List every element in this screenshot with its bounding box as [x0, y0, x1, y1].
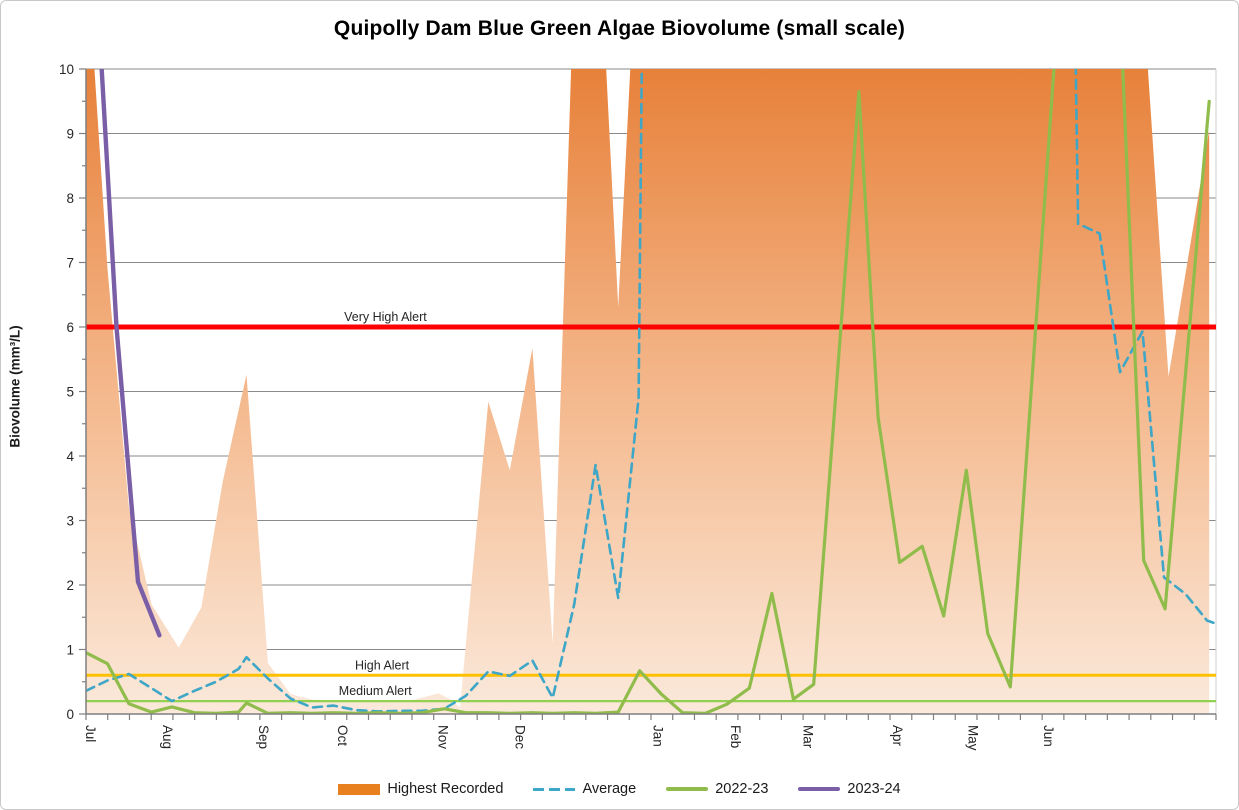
y-tick-label: 5 — [66, 385, 74, 400]
average-swatch-icon — [533, 787, 576, 791]
chart-title: Quipolly Dam Blue Green Algae Biovolume … — [333, 17, 906, 40]
alert-lines: Very High Alert High Alert Medium Alert — [86, 310, 1216, 703]
x-month-label: Feb — [728, 725, 743, 748]
legend-label: Highest Recorded — [387, 781, 504, 797]
y-tick-label: 2 — [66, 578, 74, 593]
highest-recorded-swatch-icon — [338, 783, 381, 795]
y-axis-ticks: 0 1 2 3 4 5 6 7 8 9 10 — [59, 62, 86, 722]
series-2022-23-swatch-icon — [666, 787, 709, 791]
x-month-label: Aug — [160, 725, 175, 749]
x-month-label: Mar — [801, 725, 816, 749]
alert-line-label: High Alert — [355, 658, 410, 672]
y-tick-label: 3 — [66, 514, 74, 529]
x-month-label: Apr — [890, 725, 905, 747]
alert-line-label: Very High Alert — [344, 310, 427, 324]
legend-label: 2023-24 — [847, 781, 901, 797]
x-month-label: Jan — [650, 725, 665, 747]
y-tick-label: 0 — [66, 707, 74, 722]
y-tick-label: 6 — [66, 320, 74, 335]
series-average-line — [86, 69, 1216, 713]
y-axis-title: Biovolume (mm³/L) — [7, 325, 23, 448]
y-tick-label: 1 — [66, 643, 74, 658]
y-tick-label: 10 — [59, 62, 74, 77]
x-month-label: Dec — [512, 725, 527, 749]
y-tick-label: 8 — [66, 191, 74, 206]
x-month-label: Nov — [436, 725, 451, 749]
alert-line-label: Medium Alert — [339, 684, 412, 698]
series-2022-23-line — [86, 69, 1211, 714]
x-month-label: May — [966, 725, 981, 751]
legend-label: 2022-23 — [715, 781, 769, 797]
x-month-label: Sep — [256, 725, 271, 749]
y-tick-label: 4 — [66, 449, 74, 464]
highest-recorded-area — [86, 69, 1210, 714]
legend-item-highest-recorded: Highest Recorded — [338, 781, 503, 797]
legend-item-average: Average — [533, 781, 636, 797]
x-axis-ticks: Jul Aug Sep Oct Nov Dec Jan Feb Mar Apr May Jun — [83, 714, 1217, 751]
y-tick-label: 9 — [66, 127, 74, 142]
x-month-label: Jun — [1041, 725, 1056, 747]
series-2023-24-line — [99, 69, 162, 638]
x-month-label: Oct — [335, 725, 350, 746]
series-2023-24-swatch-icon — [798, 786, 841, 792]
legend-item-2022-23: 2022-23 — [666, 781, 768, 797]
chart-legend: Highest Recorded Average 2022-23 2023-24 — [1, 781, 1238, 797]
y-tick-label: 7 — [66, 256, 74, 271]
x-month-label: Jul — [83, 725, 98, 742]
legend-label: Average — [582, 781, 637, 797]
legend-item-2023-24: 2023-24 — [798, 781, 901, 797]
